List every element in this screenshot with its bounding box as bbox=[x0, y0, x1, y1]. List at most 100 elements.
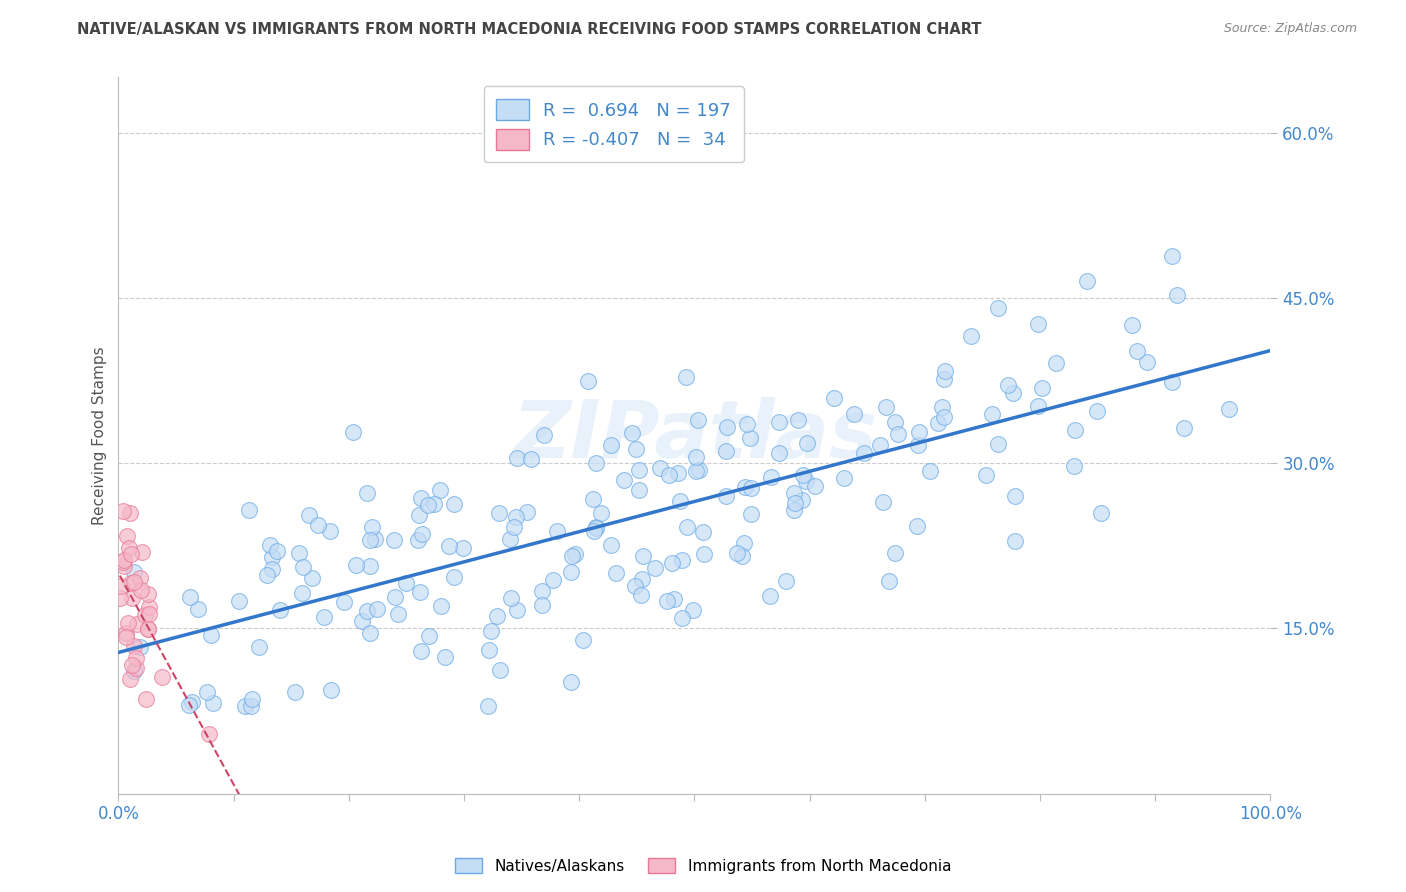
Point bbox=[247, 640, 270, 654]
Legend: R =  0.694   N = 197, R = -0.407   N =  34: R = 0.694 N = 197, R = -0.407 N = 34 bbox=[484, 87, 744, 162]
Point bbox=[478, 642, 501, 657]
Point bbox=[122, 664, 145, 678]
Point bbox=[356, 485, 378, 500]
Point bbox=[1161, 249, 1184, 263]
Point bbox=[429, 483, 451, 497]
Point bbox=[520, 452, 543, 467]
Point bbox=[533, 427, 555, 442]
Point bbox=[759, 590, 782, 604]
Point bbox=[125, 661, 148, 675]
Point bbox=[187, 602, 209, 616]
Point bbox=[648, 460, 671, 475]
Point bbox=[411, 491, 433, 505]
Point bbox=[671, 610, 693, 624]
Point bbox=[135, 691, 157, 706]
Point bbox=[262, 550, 284, 565]
Point bbox=[869, 438, 891, 452]
Point bbox=[408, 508, 430, 522]
Point bbox=[796, 436, 818, 450]
Point bbox=[1045, 356, 1067, 370]
Point bbox=[112, 553, 135, 567]
Point bbox=[499, 532, 522, 546]
Legend: Natives/Alaskans, Immigrants from North Macedonia: Natives/Alaskans, Immigrants from North … bbox=[449, 852, 957, 880]
Point bbox=[630, 572, 652, 586]
Point bbox=[344, 558, 367, 573]
Point bbox=[138, 607, 160, 622]
Point bbox=[693, 547, 716, 561]
Point bbox=[560, 674, 582, 689]
Point bbox=[716, 444, 738, 458]
Point bbox=[117, 529, 139, 543]
Point bbox=[120, 506, 142, 520]
Point bbox=[125, 617, 148, 632]
Point bbox=[136, 587, 159, 601]
Point bbox=[644, 561, 666, 575]
Point bbox=[240, 692, 263, 706]
Point bbox=[790, 492, 813, 507]
Point bbox=[411, 526, 433, 541]
Point bbox=[531, 598, 554, 612]
Point bbox=[1004, 489, 1026, 503]
Point bbox=[1125, 343, 1147, 358]
Point bbox=[506, 603, 529, 617]
Point bbox=[342, 425, 364, 439]
Point bbox=[506, 451, 529, 466]
Point bbox=[112, 558, 135, 573]
Point bbox=[134, 607, 156, 622]
Point bbox=[1063, 459, 1085, 474]
Point bbox=[117, 615, 139, 630]
Point bbox=[1026, 399, 1049, 413]
Point bbox=[783, 486, 806, 500]
Point bbox=[1085, 404, 1108, 418]
Point bbox=[1218, 401, 1240, 416]
Point bbox=[319, 524, 342, 538]
Point bbox=[138, 600, 160, 615]
Point bbox=[599, 438, 621, 452]
Point bbox=[269, 603, 291, 617]
Point bbox=[359, 533, 381, 548]
Point bbox=[301, 571, 323, 585]
Point bbox=[485, 609, 508, 624]
Point bbox=[905, 519, 928, 533]
Point bbox=[477, 698, 499, 713]
Point bbox=[108, 591, 131, 606]
Point bbox=[561, 549, 583, 564]
Point bbox=[927, 416, 949, 430]
Point bbox=[676, 520, 699, 534]
Point bbox=[666, 467, 689, 481]
Point bbox=[682, 603, 704, 617]
Point bbox=[200, 628, 222, 642]
Point bbox=[291, 586, 314, 600]
Point bbox=[794, 474, 817, 488]
Point bbox=[488, 506, 510, 520]
Point bbox=[668, 493, 690, 508]
Point bbox=[120, 576, 142, 591]
Point bbox=[1136, 355, 1159, 369]
Point bbox=[136, 622, 159, 636]
Point bbox=[352, 614, 374, 628]
Point bbox=[879, 574, 901, 588]
Point bbox=[844, 407, 866, 421]
Point bbox=[443, 570, 465, 584]
Point bbox=[997, 378, 1019, 392]
Point bbox=[576, 374, 599, 388]
Point bbox=[198, 727, 221, 741]
Point bbox=[288, 546, 311, 560]
Point bbox=[759, 469, 782, 483]
Point bbox=[655, 593, 678, 607]
Point bbox=[488, 663, 510, 677]
Point bbox=[661, 556, 683, 570]
Point bbox=[430, 599, 453, 613]
Point bbox=[359, 625, 381, 640]
Point bbox=[1064, 423, 1087, 437]
Point bbox=[786, 413, 808, 427]
Point bbox=[112, 555, 135, 569]
Point bbox=[875, 400, 897, 414]
Text: ZIPatlas: ZIPatlas bbox=[512, 397, 877, 475]
Point bbox=[853, 446, 876, 460]
Point bbox=[738, 431, 761, 445]
Point bbox=[240, 698, 263, 713]
Point bbox=[259, 538, 281, 552]
Point bbox=[131, 545, 153, 559]
Point bbox=[585, 520, 607, 534]
